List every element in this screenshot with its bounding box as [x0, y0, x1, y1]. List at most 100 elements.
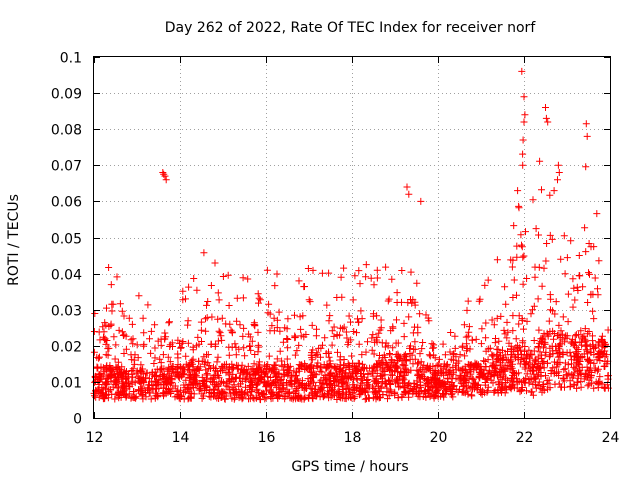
data-point: [497, 359, 505, 367]
data-point: [384, 297, 392, 305]
data-point: [386, 351, 394, 359]
data-point: [101, 335, 109, 343]
data-point: [340, 323, 348, 331]
data-point: [130, 356, 138, 364]
data-point: [193, 380, 201, 388]
data-point: [177, 344, 185, 352]
data-point: [90, 328, 98, 335]
data-point: [532, 355, 540, 363]
data-point: [418, 345, 426, 353]
data-point: [464, 382, 472, 390]
data-point: [551, 310, 559, 318]
data-point: [523, 275, 531, 282]
data-point: [463, 347, 471, 355]
data-point: [291, 351, 299, 359]
data-point: [482, 334, 490, 342]
data-point: [521, 360, 529, 368]
data-point: [448, 388, 456, 395]
data-point: [358, 379, 366, 387]
data-point: [212, 372, 220, 380]
data-point: [147, 349, 155, 357]
data-point: [207, 282, 215, 289]
data-point: [534, 295, 542, 303]
data-point: [451, 332, 459, 340]
data-point: [320, 393, 328, 401]
data-point: [290, 388, 298, 396]
data-point: [385, 376, 392, 384]
data-point: [434, 393, 442, 401]
data-point: [340, 361, 348, 369]
data-point: [381, 354, 389, 361]
data-point: [461, 352, 469, 360]
data-point: [368, 334, 376, 342]
data-point: [319, 341, 326, 349]
data-point: [316, 367, 324, 375]
data-point: [255, 294, 263, 302]
data-point: [314, 359, 322, 367]
data-point: [94, 364, 102, 372]
data-point: [112, 341, 120, 349]
data-point: [326, 380, 334, 388]
data-point: [393, 289, 401, 297]
data-point: [484, 387, 492, 395]
y-tick-label: 0.09: [51, 87, 82, 103]
data-point: [573, 384, 581, 392]
data-point: [382, 263, 390, 271]
data-point: [369, 331, 377, 339]
data-point: [387, 388, 395, 396]
data-point: [133, 341, 141, 349]
data-point: [278, 384, 286, 392]
y-tick-label: 0.05: [51, 232, 82, 248]
data-point: [482, 319, 490, 327]
data-point: [503, 334, 511, 342]
data-point: [518, 315, 526, 323]
data-point: [208, 313, 216, 321]
data-point: [126, 383, 134, 391]
data-point: [325, 269, 333, 277]
data-point: [214, 337, 222, 345]
data-point: [538, 388, 546, 396]
data-point: [353, 329, 360, 337]
data-point: [224, 369, 232, 377]
data-point: [217, 367, 224, 375]
data-point: [207, 378, 215, 386]
data-point: [394, 339, 402, 347]
data-point: [400, 383, 408, 391]
data-point: [538, 338, 546, 346]
data-point: [586, 359, 594, 367]
data-point: [192, 377, 200, 385]
data-point: [251, 351, 259, 358]
data-point: [519, 161, 527, 169]
x-tick-label: 12: [86, 430, 104, 446]
data-point: [517, 231, 525, 239]
data-point: [554, 176, 561, 184]
data-point: [254, 290, 262, 298]
data-point: [402, 357, 410, 365]
data-point: [542, 104, 549, 111]
data-point: [120, 350, 128, 357]
data-point: [176, 391, 184, 399]
data-point: [489, 352, 496, 360]
data-point: [548, 235, 556, 243]
data-point: [533, 366, 541, 374]
data-point: [363, 381, 371, 389]
data-point: [530, 370, 538, 378]
data-point: [539, 382, 547, 390]
data-point: [101, 319, 109, 327]
data-point: [305, 296, 313, 304]
data-point: [330, 332, 338, 340]
data-point: [520, 325, 527, 333]
x-tick-label: 22: [516, 430, 534, 446]
data-point: [422, 393, 430, 401]
data-point: [596, 373, 604, 381]
data-point: [582, 163, 590, 171]
data-point: [290, 367, 298, 375]
data-point: [251, 370, 259, 378]
y-tick-label: 0.03: [51, 304, 82, 320]
data-point: [253, 387, 261, 395]
data-point: [419, 339, 427, 346]
data-point: [225, 364, 233, 372]
data-point: [509, 348, 517, 356]
data-point: [321, 374, 329, 382]
data-point: [187, 359, 195, 367]
